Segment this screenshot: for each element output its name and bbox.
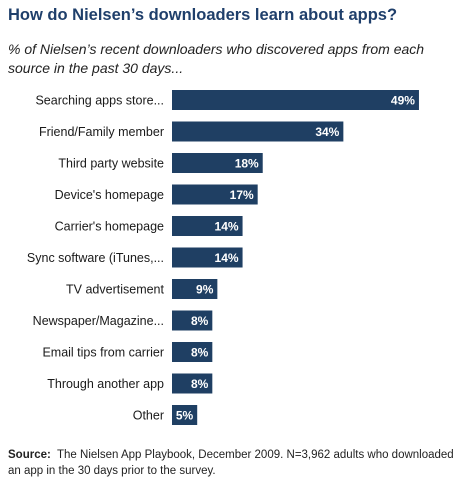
bar-row: Through another app 8%: [47, 373, 213, 394]
value-label: 49%: [391, 94, 415, 108]
bar: [172, 342, 213, 362]
value-label: 14%: [215, 251, 239, 265]
source-label: Source:: [8, 449, 51, 461]
value-label: 34%: [315, 125, 339, 139]
value-label: 18%: [235, 157, 259, 171]
value-label: 9%: [196, 283, 214, 297]
bar: [172, 310, 213, 331]
chart-subtitle: % of Nielsen’s recent downloaders who di…: [8, 41, 425, 76]
category-label: Friend/Family member: [39, 125, 164, 139]
category-label: Carrier's homepage: [55, 220, 164, 234]
category-label: Other: [133, 409, 164, 423]
value-label: 14%: [215, 220, 239, 234]
bar-row: Carrier's homepage 14%: [55, 216, 243, 236]
bar: [172, 216, 243, 236]
category-label: Searching apps store...: [35, 94, 164, 108]
bar: [172, 373, 213, 394]
bar-chart: Searching apps store... 49% Friend/Family …: [27, 90, 419, 425]
bar-row: TV advertisement 9%: [66, 279, 218, 299]
category-label: Email tips from carrier: [42, 346, 164, 360]
bar: [172, 121, 344, 142]
bar: [172, 279, 218, 299]
category-label: Device's homepage: [55, 188, 164, 202]
bar-row: Other 5%: [133, 405, 198, 425]
bar-row: Sync software (iTunes,... 14%: [27, 247, 243, 268]
category-label: TV advertisement: [66, 283, 164, 297]
value-label: 8%: [191, 346, 209, 360]
value-label: 17%: [230, 188, 254, 202]
bar: [172, 184, 258, 205]
bar: [172, 90, 419, 110]
value-label: 8%: [191, 314, 209, 328]
bar-row: Searching apps store... 49%: [35, 90, 419, 110]
source-text: The Nielsen App Playbook, December 2009.…: [8, 449, 454, 477]
value-label: 8%: [191, 377, 209, 391]
category-label: Through another app: [47, 377, 164, 391]
chart-title: How do Nielsen’s downloaders learn about…: [8, 6, 398, 24]
bar-row: Email tips from carrier 8%: [42, 342, 213, 362]
bar: [172, 153, 263, 173]
bar-row: Third party website 18%: [58, 153, 263, 173]
bar-row: Friend/Family member 34%: [39, 121, 344, 142]
category-label: Sync software (iTunes,...: [27, 251, 164, 265]
value-label: 5%: [176, 409, 194, 423]
category-label: Newspaper/Magazine...: [33, 314, 164, 328]
bar-row: Newspaper/Magazine... 8%: [33, 310, 213, 331]
bar: [172, 247, 243, 268]
bar-row: Device's homepage 17%: [55, 184, 258, 205]
source-note: Source: The Nielsen App Playbook, Decemb…: [8, 447, 463, 479]
bar: [172, 405, 198, 425]
category-label: Third party website: [58, 157, 164, 171]
